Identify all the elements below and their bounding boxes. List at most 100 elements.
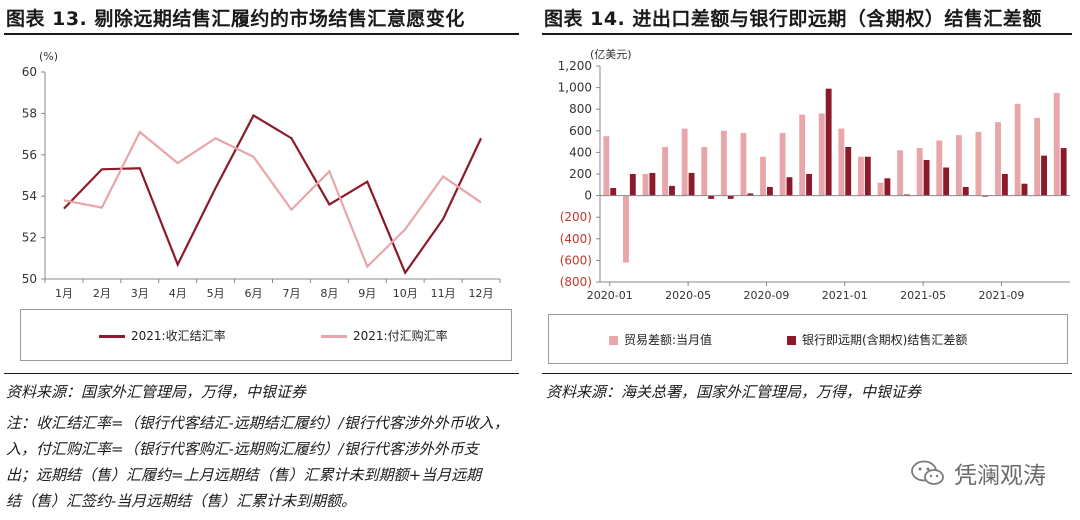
y-tick-label: (400) <box>560 232 592 246</box>
bar-trade-balance <box>701 147 708 196</box>
bar-fx-balance <box>864 156 871 196</box>
x-tick-label: 10月 <box>393 287 418 300</box>
x-tick-label: 4月 <box>169 287 187 300</box>
bar-fx-balance <box>845 147 852 196</box>
x-tick-label: 1月 <box>55 287 73 300</box>
x-tick-label: 2020-09 <box>743 289 789 302</box>
bar-fx-balance <box>1021 183 1028 196</box>
bar-trade-balance <box>623 195 629 263</box>
legend-line-light <box>321 335 347 338</box>
x-tick-label: 7月 <box>282 287 300 300</box>
bar-fx-balance <box>649 172 656 196</box>
bar-fx-balance <box>708 195 715 199</box>
series-line-2 <box>63 130 482 269</box>
y-tick-label: 0 <box>584 189 592 203</box>
bar-trade-balance <box>642 174 649 196</box>
bar-fx-balance <box>1041 155 1047 196</box>
bar-trade-balance <box>799 114 806 196</box>
y-axis-unit-label: (%) <box>39 50 58 63</box>
bar-fx-balance <box>727 195 734 199</box>
bar-fx-balance <box>629 174 636 196</box>
bar-fx-balance <box>825 88 832 196</box>
bar-fx-balance <box>923 159 930 196</box>
bar-trade-balance <box>818 113 825 196</box>
y-tick-label: 1,200 <box>558 59 592 73</box>
footnotes: 注：收汇结汇率=（银行代客结汇-远期结汇履约）/银行代客涉外外币收入， 入，付汇… <box>6 410 509 514</box>
bar-trade-balance <box>720 130 727 196</box>
bar-chart-legend: 贸易差额:当月值 银行即远期(含期权)结售汇差额 <box>548 314 1068 364</box>
bar-trade-balance <box>740 132 747 196</box>
y-tick-label: 54 <box>22 189 37 203</box>
y-tick-label: (200) <box>560 210 592 224</box>
legend-swatch-dark <box>787 336 796 345</box>
y-tick-label: 50 <box>22 272 37 286</box>
x-tick-label: 3月 <box>131 287 149 300</box>
y-tick-label: 1,000 <box>558 81 592 95</box>
line-chart-legend: 2021:收汇结汇率 2021:付汇购汇率 <box>20 309 512 361</box>
bar-fx-balance <box>1060 148 1067 196</box>
x-tick-label: 11月 <box>431 287 456 300</box>
right-title-rule <box>542 33 1072 35</box>
left-chart-title: 图表 13. 剔除远期结售汇履约的市场结售汇意愿变化 <box>6 8 465 30</box>
y-tick-label: (600) <box>560 253 592 267</box>
bar-fx-balance <box>884 178 891 196</box>
x-tick-label: 2021-01 <box>822 289 868 302</box>
bar-trade-balance <box>1034 117 1041 196</box>
bar-fx-balance <box>669 185 675 196</box>
bar-trade-balance <box>662 147 669 196</box>
left-source-note: 资料来源：国家外汇管理局，万得，中银证券 <box>6 383 307 401</box>
legend-label-trade-balance: 贸易差额:当月值 <box>624 333 713 347</box>
bar-fx-balance <box>610 188 617 196</box>
bar-trade-balance <box>858 156 864 196</box>
bar-trade-balance <box>877 182 884 196</box>
x-tick-label: 5月 <box>207 287 225 300</box>
right-bottom-rule <box>542 373 1072 374</box>
footnote-line-3: 出；远期结（售）汇履约=上月远期结（售）汇累计未到期额+当月远期 <box>6 466 482 484</box>
legend-item-series-2: 2021:付汇购汇率 <box>321 327 448 344</box>
footnote-line-1: 注：收汇结汇率=（银行代客结汇-远期结汇履约）/银行代客涉外外币收入， <box>6 414 509 432</box>
bar-trade-balance <box>838 128 845 196</box>
y-tick-label: 52 <box>22 231 37 245</box>
bar-trade-balance <box>681 128 688 196</box>
y-tick-label: 800 <box>569 102 592 116</box>
x-tick-label: 2月 <box>93 287 111 300</box>
bar-fx-balance <box>786 177 793 196</box>
x-tick-label: 9月 <box>358 287 376 300</box>
footnote-line-2: 入，付汇购汇率=（银行代客购汇-远期购汇履约）/银行代客涉外外币支 <box>6 440 479 458</box>
bar-chart: (800) (600) (400) (200) 0 200 400 600 800 1,000 1,… <box>558 48 1070 302</box>
legend-swatch-light <box>609 336 618 345</box>
x-tick-label: 6月 <box>245 287 263 300</box>
legend-line-dark <box>99 335 125 338</box>
y-axis-unit-label: (亿美元) <box>590 48 632 61</box>
wechat-icon <box>911 460 944 485</box>
footnote-line-4: 结（售）汇签约-当月远期结（售）汇累计未到期额。 <box>6 492 357 510</box>
x-tick-label: 2020-01 <box>587 289 633 302</box>
bar-fx-balance <box>806 174 812 196</box>
legend-label-fx-balance: 银行即远期(含期权)结售汇差额 <box>802 333 968 347</box>
bar-trade-balance <box>955 135 962 196</box>
bar-fx-balance <box>904 194 910 196</box>
watermark-text: 凭澜观涛 <box>954 463 1046 489</box>
bar-trade-balance <box>897 150 904 196</box>
bar-trade-balance <box>779 132 786 196</box>
x-tick-label: 12月 <box>469 287 494 300</box>
y-tick-label: 56 <box>22 148 37 162</box>
left-title-rule <box>4 33 519 35</box>
y-tick-label: 200 <box>569 167 592 181</box>
legend-item-series-1: 2021:收汇结汇率 <box>99 327 226 344</box>
bar-trade-balance <box>975 131 982 196</box>
legend-item-trade-balance: 贸易差额:当月值 <box>609 331 712 348</box>
legend-label-series-2: 2021:付汇购汇率 <box>353 329 448 343</box>
bar-fx-balance <box>982 195 989 197</box>
x-tick-label: 2021-05 <box>900 289 946 302</box>
bar-fx-balance <box>1001 174 1008 196</box>
y-tick-label: 60 <box>22 65 37 79</box>
series-line-1 <box>63 113 483 276</box>
line-chart: 50 52 54 56 58 60(%) 1月 2月 3月 4月 5月 6月 7月 8月 9月 10月 11月 1… <box>22 50 501 300</box>
legend-item-fx-balance: 银行即远期(含期权)结售汇差额 <box>787 331 967 348</box>
x-tick-label: 2020-05 <box>665 289 711 302</box>
bar-fx-balance <box>943 167 950 196</box>
bar-trade-balance <box>936 140 943 196</box>
bar-trade-balance <box>1014 103 1021 196</box>
bar-trade-balance <box>760 156 766 196</box>
